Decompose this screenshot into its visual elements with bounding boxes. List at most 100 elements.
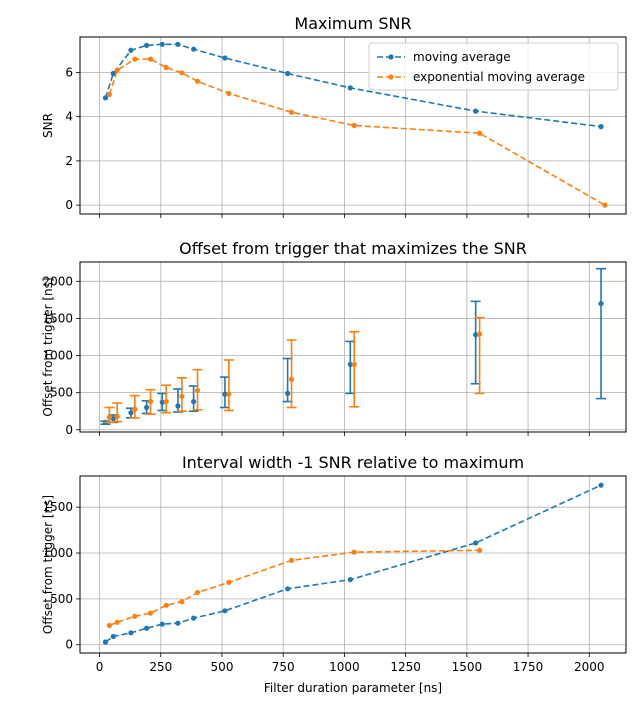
chart-panel-2: 0 500 1000 1500 2000 Offset from trigger that… [41, 239, 627, 437]
y-tick-label: 1500 [42, 311, 73, 325]
data-point [347, 361, 353, 368]
data-point [143, 404, 150, 411]
data-point [476, 547, 483, 553]
series-moving-average [102, 41, 604, 130]
data-point [222, 55, 228, 61]
data-point [288, 557, 295, 563]
data-point [347, 85, 353, 91]
data-point [128, 410, 134, 416]
y-tick-label: 1000 [42, 546, 73, 560]
data-point [106, 622, 112, 629]
data-point [351, 361, 357, 368]
data-point [222, 391, 228, 397]
data-point [106, 91, 112, 98]
data-point [114, 619, 120, 625]
y-tick-label: 2 [65, 154, 73, 168]
legend-item-moving-average: moving average [377, 50, 511, 64]
data-point [598, 482, 604, 488]
axes-frame [79, 261, 627, 433]
data-point [347, 577, 353, 583]
x-tick-label: 750 [272, 660, 295, 674]
y-axis-label: Offset from trigger [ns] [41, 495, 55, 634]
y-tick-label: 4 [65, 110, 73, 124]
legend-marker [388, 74, 394, 80]
data-point [476, 331, 483, 337]
series-line [108, 58, 606, 206]
data-point [226, 90, 232, 97]
data-point [226, 391, 232, 397]
data-point [147, 398, 154, 405]
y-axis-label: Offset from trigger [ns] [41, 277, 55, 416]
data-point [132, 613, 138, 619]
data-point [175, 620, 181, 626]
series-line [104, 43, 602, 128]
data-point [163, 398, 169, 405]
y-tick-label: 1000 [42, 349, 73, 363]
data-point [473, 332, 479, 338]
legend-item-exponential-moving-average: exponential moving average [377, 70, 585, 84]
data-point [191, 46, 197, 52]
data-point [114, 413, 120, 420]
x-tick-label: 1500 [452, 660, 483, 674]
y-tick-label: 6 [65, 65, 73, 79]
legend-label: moving average [413, 50, 511, 64]
y-axis-label: SNR [41, 113, 55, 138]
y-tick-label: 0 [65, 638, 73, 652]
data-point [351, 549, 357, 555]
data-point [128, 47, 134, 53]
x-tick-label: 2000 [574, 660, 605, 674]
legend-box [368, 42, 619, 91]
x-tick-label: 1000 [329, 660, 360, 674]
panel-title: Interval width -1 SNR relative to maximu… [182, 453, 524, 472]
data-point [179, 70, 185, 76]
data-point [110, 416, 116, 422]
data-point [106, 414, 112, 420]
data-point [194, 78, 201, 84]
data-point [222, 608, 228, 614]
series-moving-average [102, 482, 604, 645]
data-point [147, 56, 154, 62]
series-line [105, 484, 602, 643]
series-moving-average [100, 267, 607, 426]
legend-label: exponential moving average [413, 70, 585, 84]
data-point [175, 403, 181, 409]
data-point [143, 625, 150, 631]
x-tick-label: 500 [211, 660, 234, 674]
panel-title: Maximum SNR [294, 14, 411, 33]
data-point [226, 579, 232, 585]
data-point [476, 130, 483, 136]
x-tick-label: 0 [96, 660, 104, 674]
x-tick-label: 1250 [390, 660, 421, 674]
data-point [163, 64, 169, 71]
data-point [191, 398, 197, 405]
data-point [194, 589, 201, 596]
data-point [159, 621, 165, 627]
data-point [179, 393, 185, 399]
data-point [132, 56, 138, 62]
data-point [473, 540, 479, 546]
y-tick-label: 0 [65, 198, 73, 212]
data-point [602, 202, 608, 208]
data-point [288, 109, 295, 115]
y-tick-label: 500 [50, 592, 73, 606]
data-point [191, 615, 197, 621]
series-exponential-moving-average [106, 547, 483, 629]
y-tick-label: 2000 [42, 274, 73, 288]
y-tick-label: 1500 [42, 500, 73, 514]
axes-frame [79, 475, 627, 654]
data-point [285, 586, 291, 592]
series-line [109, 549, 480, 627]
data-point [102, 95, 109, 101]
x-axis-label: Filter duration parameter [ns] [264, 681, 442, 695]
x-tick-label: 1750 [513, 660, 544, 674]
chart-panel-1: 0 2 4 6 Maximum SNR SNR moving average exponent… [41, 14, 627, 218]
data-point [473, 108, 479, 114]
data-point [147, 610, 154, 616]
axes-frame [79, 36, 627, 215]
panel-title: Offset from trigger that maximizes the S… [179, 239, 527, 258]
data-point [194, 387, 201, 394]
data-point [285, 390, 291, 396]
legend-marker [388, 54, 394, 60]
data-point [128, 630, 134, 636]
